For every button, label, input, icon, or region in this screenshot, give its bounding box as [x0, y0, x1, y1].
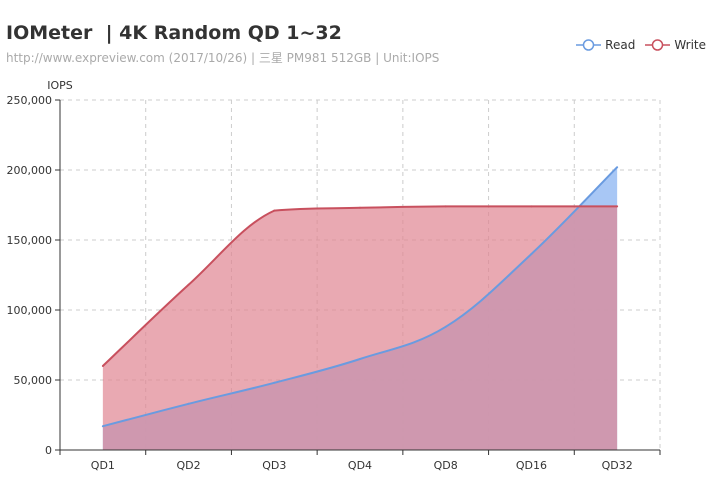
data-point-read — [101, 425, 104, 428]
series-area-write — [102, 206, 618, 450]
x-tick-label: QD32 — [602, 459, 633, 472]
y-axis-label: IOPS — [47, 79, 73, 92]
data-point-read — [273, 381, 276, 384]
legend-item-read[interactable]: Read — [576, 38, 635, 52]
data-point-write — [444, 205, 447, 208]
x-tick-label: QD3 — [262, 459, 286, 472]
data-point-read — [359, 358, 361, 360]
data-point-write — [530, 205, 533, 208]
x-tick-label: QD2 — [177, 459, 201, 472]
data-point-write — [101, 365, 104, 367]
data-point-read — [530, 253, 533, 255]
read-legend-icon — [576, 38, 602, 52]
x-tick-label: QD1 — [91, 459, 115, 472]
y-tick-label: 100,000 — [7, 304, 53, 317]
chart-subtitle: http://www.expreview.com (2017/10/26) | … — [6, 51, 440, 65]
data-point-write — [187, 283, 190, 286]
data-point-read — [616, 166, 619, 169]
data-point-write — [359, 206, 361, 209]
x-tick-label: QD8 — [434, 459, 458, 472]
y-tick-label: 150,000 — [7, 234, 53, 247]
data-point-read — [187, 402, 190, 405]
y-tick-label: 250,000 — [7, 94, 53, 107]
y-tick-label: 50,000 — [14, 374, 53, 387]
y-tick-label: 0 — [45, 444, 52, 457]
x-tick-label: QD16 — [516, 459, 547, 472]
chart-title: IOMeter | 4K Random QD 1~32 — [6, 22, 342, 44]
x-tick-label: QD4 — [348, 459, 372, 472]
legend-item-write[interactable]: Write — [645, 38, 706, 52]
legend: Read Write — [576, 38, 706, 52]
legend-label-write: Write — [674, 38, 706, 52]
data-point-read — [444, 325, 447, 328]
y-tick-label: 200,000 — [7, 164, 53, 177]
legend-label-read: Read — [605, 38, 636, 52]
data-point-write — [616, 205, 619, 208]
write-legend-icon — [645, 38, 671, 52]
data-point-write — [273, 209, 276, 212]
series-points-write — [101, 205, 619, 367]
series-points-read — [101, 166, 619, 428]
